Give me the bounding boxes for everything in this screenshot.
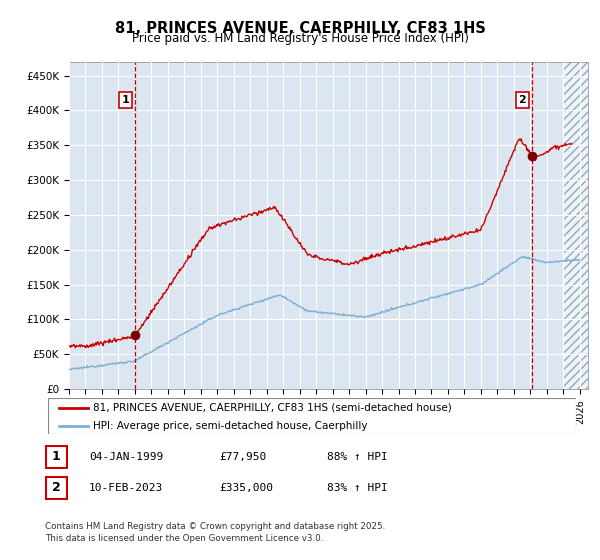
Text: 10-FEB-2023: 10-FEB-2023 [89,483,163,493]
Text: 81, PRINCES AVENUE, CAERPHILLY, CF83 1HS (semi-detached house): 81, PRINCES AVENUE, CAERPHILLY, CF83 1HS… [93,403,452,413]
FancyBboxPatch shape [46,477,67,499]
Text: 1: 1 [52,450,61,464]
Text: 83% ↑ HPI: 83% ↑ HPI [327,483,388,493]
Text: 04-JAN-1999: 04-JAN-1999 [89,452,163,462]
Text: 88% ↑ HPI: 88% ↑ HPI [327,452,388,462]
Text: Price paid vs. HM Land Registry's House Price Index (HPI): Price paid vs. HM Land Registry's House … [131,32,469,45]
Text: HPI: Average price, semi-detached house, Caerphilly: HPI: Average price, semi-detached house,… [93,421,367,431]
Text: £77,950: £77,950 [219,452,266,462]
Text: 1: 1 [122,95,130,105]
FancyBboxPatch shape [46,446,67,468]
FancyBboxPatch shape [48,398,576,434]
Text: Contains HM Land Registry data © Crown copyright and database right 2025.
This d: Contains HM Land Registry data © Crown c… [45,522,385,543]
Text: £335,000: £335,000 [219,483,273,493]
Bar [563,62,588,389]
Text: 2: 2 [52,481,61,494]
Text: 2: 2 [518,95,526,105]
Text: 81, PRINCES AVENUE, CAERPHILLY, CF83 1HS: 81, PRINCES AVENUE, CAERPHILLY, CF83 1HS [115,21,485,36]
Bar [563,62,588,389]
